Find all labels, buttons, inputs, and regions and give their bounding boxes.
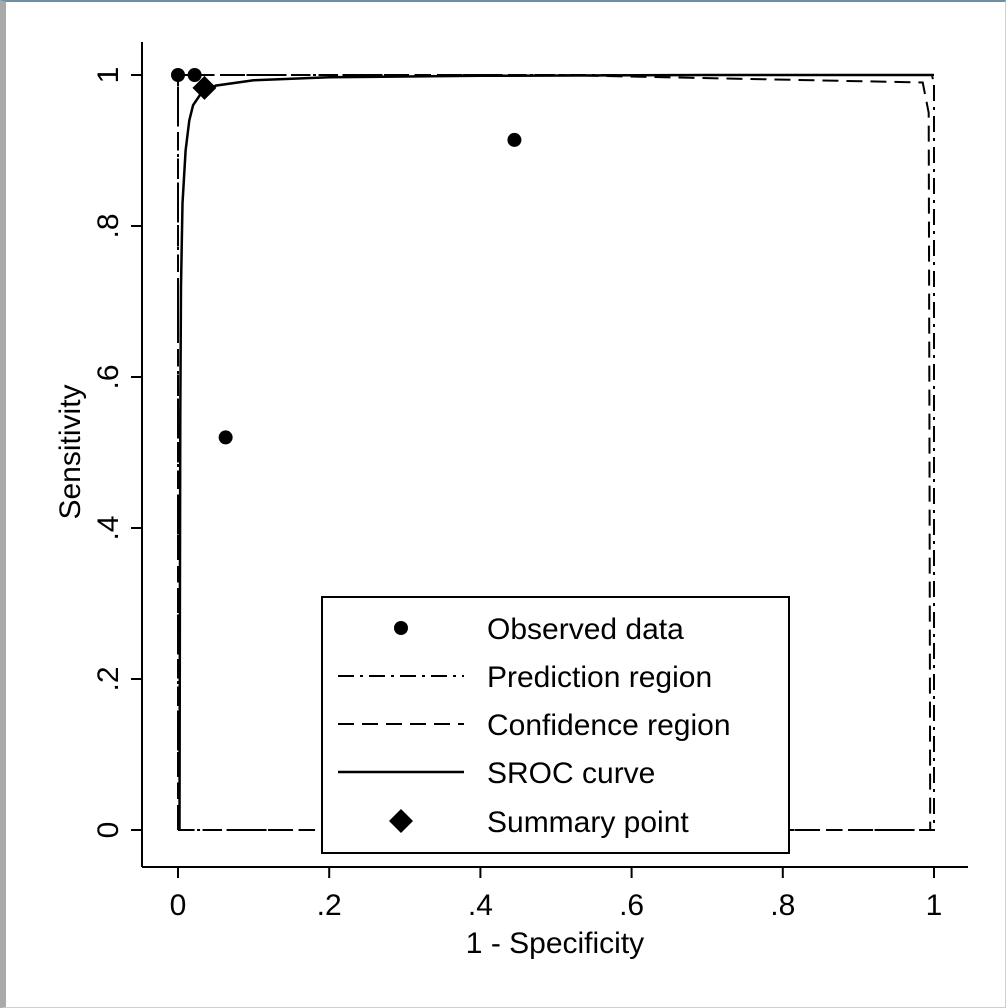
legend-item: Confidence region: [338, 709, 731, 742]
x-tick-label: .4: [468, 889, 493, 922]
y-tick-label: 1: [92, 67, 125, 84]
x-tick-label: .8: [770, 889, 795, 922]
observed-data-point: [171, 68, 185, 82]
sroc-curve-line: [178, 73, 934, 831]
y-tick-label: .8: [92, 213, 125, 238]
legend-label: Prediction region: [487, 661, 712, 694]
x-ticks: 0 .2 .4 .6 .8 1: [170, 867, 943, 922]
legend-label: Observed data: [487, 613, 684, 646]
legend-label: Summary point: [487, 806, 689, 839]
legend-item: SROC curve: [338, 757, 655, 790]
x-tick-label: 1: [926, 889, 943, 922]
observed-data-point: [187, 68, 202, 82]
y-tick-label: .2: [92, 666, 125, 691]
legend-item: Summary point: [389, 806, 689, 839]
legend-item: Prediction region: [338, 661, 712, 694]
summary-point-marker: [192, 75, 217, 100]
y-tick-label: 0: [92, 822, 125, 839]
x-tick-label: .6: [619, 889, 644, 922]
y-tick-label: .4: [92, 515, 125, 540]
x-tick-label: 0: [170, 889, 187, 922]
y-tick-label: .6: [92, 364, 125, 389]
legend-label: SROC curve: [487, 757, 655, 790]
legend-symbol-observed: [394, 621, 408, 635]
y-ticks: 0 .2 .4 .6 .8 1: [92, 67, 142, 839]
observed-data-point: [507, 132, 522, 147]
legend: Observed data Prediction region Confidence…: [321, 596, 790, 854]
legend-symbol-summary: [389, 809, 413, 833]
x-axis-title: 1 - Specificity: [466, 927, 644, 960]
legend-label: Confidence region: [487, 709, 731, 742]
axes: [141, 42, 968, 868]
x-tick-label: .2: [317, 889, 342, 922]
legend-item: Observed data: [394, 613, 684, 646]
y-axis-title: Sensitivity: [54, 384, 87, 519]
observed-data-point: [218, 430, 233, 445]
